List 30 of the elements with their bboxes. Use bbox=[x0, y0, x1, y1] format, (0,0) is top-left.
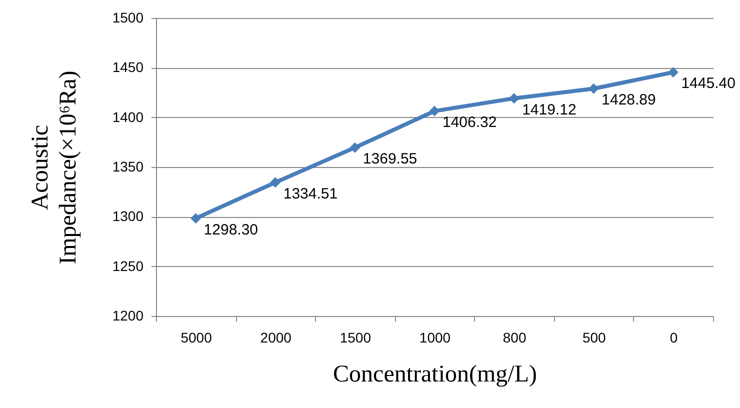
x-tick-label: 1500 bbox=[340, 330, 372, 346]
data-label: 1428.89 bbox=[602, 92, 656, 109]
y-tick-label: 1400 bbox=[112, 108, 144, 125]
x-tick-label: 2000 bbox=[260, 330, 292, 346]
data-label: 1369.55 bbox=[362, 150, 418, 168]
y-tick-label: 1200 bbox=[112, 308, 144, 324]
data-label: 1445.40 bbox=[681, 75, 736, 92]
x-tick-label: 5000 bbox=[180, 330, 212, 346]
y-tick-label: 1350 bbox=[112, 158, 144, 174]
point bbox=[190, 213, 202, 224]
point bbox=[588, 83, 599, 94]
data-label: 1334.51 bbox=[283, 185, 338, 202]
y-tick-label: 1250 bbox=[112, 258, 144, 274]
y-tick-label: 1450 bbox=[112, 59, 144, 76]
y-axis-title: Acoustic Impedance(×10⁶Ra) bbox=[28, 70, 82, 264]
data-label: 1406.32 bbox=[442, 114, 497, 132]
point bbox=[429, 106, 440, 116]
x-tick-label: 1000 bbox=[419, 330, 451, 346]
y-tick-label: 1300 bbox=[112, 208, 144, 224]
x-tick-label: 500 bbox=[582, 330, 606, 346]
point bbox=[270, 177, 281, 188]
data-label: 1298.30 bbox=[204, 221, 258, 238]
x-tick-label: 0 bbox=[670, 330, 678, 346]
point bbox=[350, 142, 360, 153]
y-tick-label: 1500 bbox=[112, 10, 144, 26]
point bbox=[668, 66, 678, 78]
data-label: 1419.12 bbox=[522, 101, 576, 118]
x-axis-title: Concentration(mg/L) bbox=[333, 362, 537, 388]
point bbox=[508, 93, 520, 104]
x-tick-label: 800 bbox=[502, 330, 526, 346]
